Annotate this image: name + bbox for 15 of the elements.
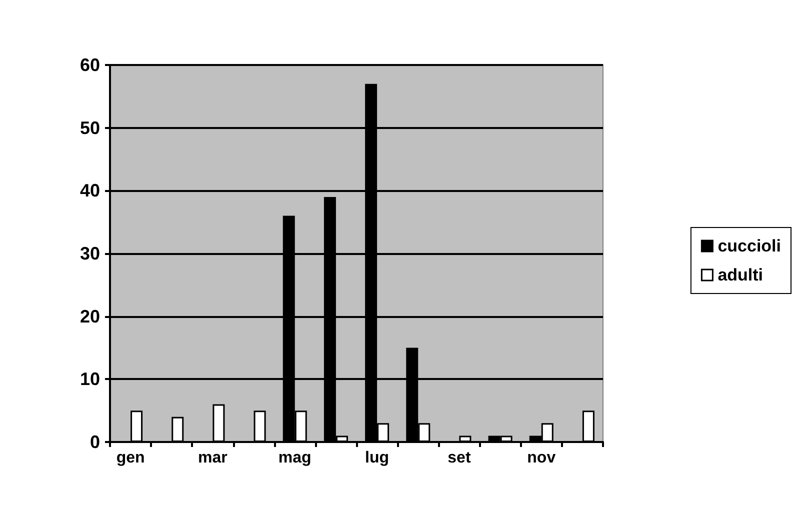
x-tick-label: lug (365, 450, 390, 466)
y-tick-label: 50 (80, 118, 100, 138)
y-tick-label: 40 (80, 180, 100, 201)
legend-label: cuccioli (718, 236, 782, 256)
x-tick-label: set (448, 450, 472, 466)
x-tick-label: mar (198, 450, 228, 466)
y-tick-label: 0 (90, 432, 100, 452)
x-tick-label: gen (116, 450, 145, 466)
y-tick-label: 10 (80, 369, 100, 390)
y-tick-label: 30 (80, 244, 100, 264)
y-tick-label: 20 (80, 306, 100, 326)
x-tick-label: nov (527, 450, 556, 466)
legend-label: adulti (718, 266, 764, 284)
x-tick-label: mag (278, 450, 312, 466)
y-tick-label: 60 (80, 55, 100, 75)
